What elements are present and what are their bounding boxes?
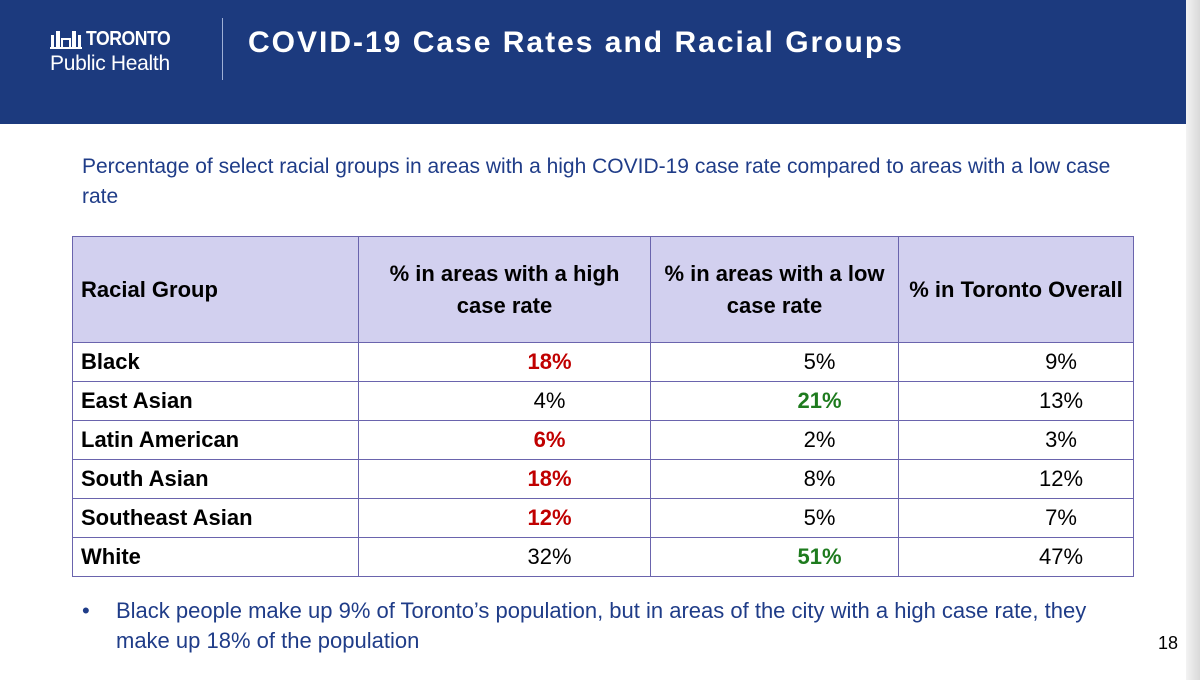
- racial-groups-table: Racial Group % in areas with a high case…: [72, 236, 1134, 577]
- low-case-rate-cell: 2%: [650, 420, 899, 460]
- high-case-rate-cell: 32%: [358, 537, 651, 577]
- racial-group-cell: East Asian: [72, 381, 359, 421]
- toronto-overall-cell: 7%: [898, 498, 1134, 538]
- footnote-bullet: • Black people make up 9% of Toronto’s p…: [82, 596, 1122, 656]
- slide-title: COVID-19 Case Rates and Racial Groups: [248, 26, 904, 59]
- racial-group-cell: White: [72, 537, 359, 577]
- low-case-rate-cell: 21%: [650, 381, 899, 421]
- column-header-toronto-overall: % in Toronto Overall: [898, 236, 1134, 343]
- high-case-rate-cell: 12%: [358, 498, 651, 538]
- table-row: South Asian 18% 8% 12%: [72, 459, 1134, 499]
- racial-group-cell: Black: [72, 342, 359, 382]
- slide-edge: [1186, 0, 1200, 680]
- table-row: White 32% 51% 47%: [72, 537, 1134, 577]
- logo-name: TORONTO: [86, 27, 171, 50]
- table-header-row: Racial Group % in areas with a high case…: [72, 236, 1134, 343]
- table-row: Black 18% 5% 9%: [72, 342, 1134, 382]
- header-divider: [222, 18, 223, 80]
- table-row: Latin American 6% 2% 3%: [72, 420, 1134, 460]
- low-case-rate-cell: 51%: [650, 537, 899, 577]
- toronto-overall-cell: 13%: [898, 381, 1134, 421]
- low-case-rate-cell: 8%: [650, 459, 899, 499]
- racial-group-cell: Southeast Asian: [72, 498, 359, 538]
- slide-subtitle: Percentage of select racial groups in ar…: [82, 155, 1111, 208]
- toronto-overall-cell: 47%: [898, 537, 1134, 577]
- high-case-rate-cell: 6%: [358, 420, 651, 460]
- footnote-text: Black people make up 9% of Toronto’s pop…: [116, 598, 1087, 653]
- table-row: Southeast Asian 12% 5% 7%: [72, 498, 1134, 538]
- logo-subtitle: Public Health: [50, 52, 170, 75]
- toronto-overall-cell: 9%: [898, 342, 1134, 382]
- column-header-high-case-rate: % in areas with a high case rate: [358, 236, 651, 343]
- header-band: TORONTO Public Health COVID-19 Case Rate…: [0, 0, 1186, 124]
- column-header-racial-group: Racial Group: [72, 236, 359, 343]
- low-case-rate-cell: 5%: [650, 498, 899, 538]
- toronto-public-health-logo: TORONTO Public Health: [50, 27, 182, 76]
- high-case-rate-cell: 18%: [358, 342, 651, 382]
- high-case-rate-cell: 4%: [358, 381, 651, 421]
- page-number: 18: [1158, 633, 1179, 653]
- bullet-icon: •: [82, 598, 90, 623]
- racial-group-cell: South Asian: [72, 459, 359, 499]
- toronto-overall-cell: 3%: [898, 420, 1134, 460]
- toronto-overall-cell: 12%: [898, 459, 1134, 499]
- table-row: East Asian 4% 21% 13%: [72, 381, 1134, 421]
- high-case-rate-cell: 18%: [358, 459, 651, 499]
- racial-group-cell: Latin American: [72, 420, 359, 460]
- table-body: Black 18% 5% 9% East Asian 4% 21% 13% La…: [72, 342, 1134, 577]
- city-hall-icon: [50, 31, 82, 49]
- column-header-low-case-rate: % in areas with a low case rate: [650, 236, 899, 343]
- low-case-rate-cell: 5%: [650, 342, 899, 382]
